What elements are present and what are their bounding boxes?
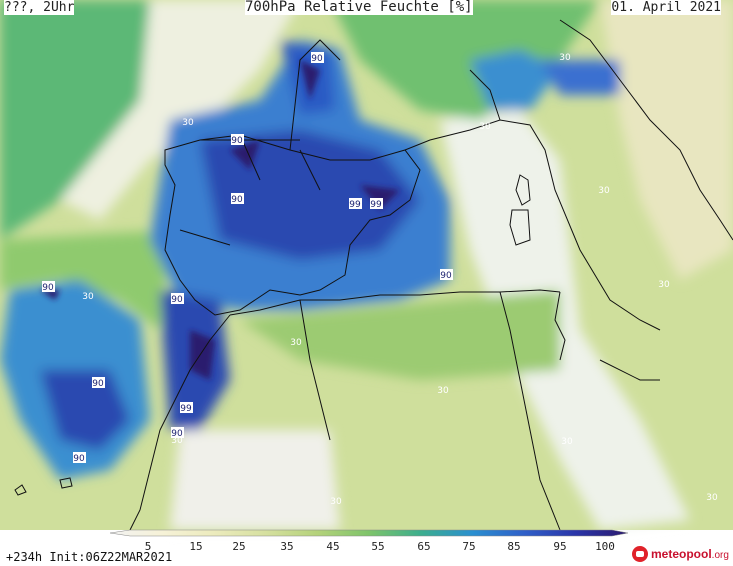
run-info: +234h Init:06Z22MAR2021	[6, 550, 173, 564]
contour-label: 90	[42, 281, 55, 293]
svg-text:30: 30	[82, 292, 94, 302]
contour-label: 90	[171, 293, 184, 305]
contour-label: 90	[171, 427, 184, 439]
svg-text:30: 30	[182, 118, 194, 128]
legend-tick: 65	[417, 540, 431, 553]
meteopool-logo[interactable]: meteopool.org	[632, 546, 732, 566]
svg-text:30: 30	[559, 53, 571, 63]
contour-label: 30	[559, 53, 571, 63]
svg-text:90: 90	[73, 454, 85, 464]
contour-label: 99	[349, 198, 362, 210]
svg-text:90: 90	[171, 429, 183, 439]
contour-label: 30	[290, 338, 302, 348]
contour-label: 90	[311, 52, 324, 64]
contour-label: 30	[82, 292, 94, 302]
contour-label: 90	[231, 134, 244, 146]
svg-text:30: 30	[658, 280, 670, 290]
contour-label: 99	[370, 198, 383, 210]
legend-tick: 5	[144, 540, 152, 553]
legend-colorbar	[109, 529, 629, 537]
legend-tick: 15	[189, 540, 203, 553]
contour-label: 30	[171, 436, 183, 446]
contour-label: 30	[706, 493, 718, 503]
contour-label: 30	[598, 186, 610, 196]
contour-label: 30	[658, 280, 670, 290]
legend-tick: 75	[462, 540, 476, 553]
svg-text:30: 30	[706, 493, 718, 503]
svg-text:90: 90	[311, 54, 323, 64]
legend-tick: 45	[326, 540, 340, 553]
legend-tick: 25	[232, 540, 246, 553]
humidity-field	[0, 0, 733, 530]
svg-text:90: 90	[171, 295, 183, 305]
svg-text:30: 30	[171, 436, 183, 446]
legend-tick: 35	[280, 540, 294, 553]
svg-text:30: 30	[330, 497, 342, 507]
svg-text:30: 30	[437, 386, 449, 396]
contour-label: 30	[437, 386, 449, 396]
logo-text: meteopool.org	[651, 547, 729, 561]
contour-label: 90	[73, 452, 86, 464]
contour-label: 30	[182, 118, 194, 128]
svg-text:90: 90	[231, 195, 243, 205]
svg-text:99: 99	[349, 200, 361, 210]
contour-label: 30	[561, 437, 573, 447]
svg-text:30: 30	[479, 122, 491, 132]
legend-tick: 95	[553, 540, 567, 553]
contour-labels: 9090909099999090909099909030303030303030…	[42, 52, 718, 507]
forecast-weekday-label: ???, 2Uhr	[4, 0, 75, 15]
legend-tick: 55	[371, 540, 385, 553]
svg-text:99: 99	[180, 404, 192, 414]
map-title: 700hPa Relative Feuchte [%]	[245, 0, 473, 15]
svg-text:30: 30	[561, 437, 573, 447]
forecast-date: 01. April 2021	[611, 0, 721, 15]
contour-label: 90	[92, 377, 105, 389]
svg-text:30: 30	[290, 338, 302, 348]
svg-text:90: 90	[231, 136, 243, 146]
legend-tick: 100	[595, 540, 615, 553]
contour-label: 30	[479, 122, 491, 132]
contour-label: 90	[231, 193, 244, 205]
legend-tick: 85	[507, 540, 521, 553]
contour-label: 30	[330, 497, 342, 507]
contour-label: 99	[180, 402, 193, 414]
svg-text:90: 90	[440, 271, 452, 281]
contour-label: 90	[440, 269, 453, 281]
logo-icon	[632, 546, 648, 562]
svg-text:99: 99	[370, 200, 382, 210]
svg-text:90: 90	[92, 379, 104, 389]
coastlines	[14, 19, 733, 531]
svg-text:30: 30	[598, 186, 610, 196]
svg-text:90: 90	[42, 283, 54, 293]
